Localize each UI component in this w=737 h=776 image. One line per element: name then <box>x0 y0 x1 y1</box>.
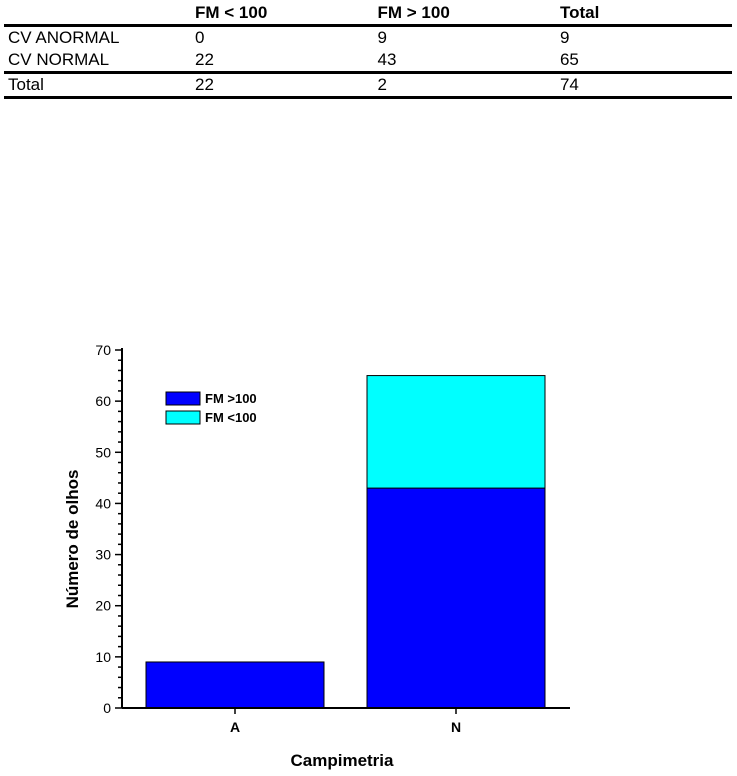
legend-label: FM >100 <box>205 391 257 406</box>
y-tick-label: 0 <box>103 700 111 716</box>
table-cell: 22 <box>191 49 374 73</box>
x-axis-title: Campimetria <box>291 751 395 770</box>
y-tick-label: 20 <box>95 598 111 614</box>
table-cell: Total <box>4 71 192 99</box>
table-cell: 9 <box>559 28 570 47</box>
y-tick-label: 60 <box>95 393 111 409</box>
table-header-cell: FM < 100 <box>191 2 374 27</box>
stacked-bar-chart: 0 10 20 30 40 50 60 70 A N FM >100 FM <100 Número … <box>63 342 570 770</box>
axes-group: 0 10 20 30 40 50 60 70 A N <box>95 342 570 735</box>
legend: FM >100 FM <100 <box>165 391 257 425</box>
table-row: CV NORMAL 22 43 65 <box>4 49 732 73</box>
legend-label: FM <100 <box>205 410 257 425</box>
table-total-row: Total 22 2 74 <box>4 71 732 99</box>
table-cell: CV ANORMAL <box>8 28 120 47</box>
x-tick-label: N <box>451 719 461 735</box>
table-cell: 0 <box>195 28 205 47</box>
table-cell: 9 <box>377 28 387 47</box>
bar-n-series-0 <box>366 487 546 709</box>
y-tick-label: 40 <box>95 495 111 511</box>
y-tick-label: 70 <box>95 342 111 358</box>
table-cell: CV NORMAL <box>4 49 192 73</box>
legend-swatch <box>165 410 201 425</box>
table-header-cell <box>4 2 192 27</box>
table-header-row: FM < 100 FM > 100 Total <box>4 2 732 27</box>
y-tick-label: 50 <box>95 444 111 460</box>
table-header-cell: Total <box>555 2 732 27</box>
table-cell: 43 <box>373 49 556 73</box>
table-row: CV ANORMAL 0 9 9 <box>4 26 732 50</box>
y-tick-label: 30 <box>95 547 111 563</box>
table-cell: 22 <box>191 71 374 99</box>
x-tick-label: A <box>230 719 240 735</box>
bar-a-series-0 <box>145 661 325 709</box>
y-axis-title: Número de olhos <box>63 470 82 609</box>
table-cell: 74 <box>555 71 732 99</box>
y-tick-label: 10 <box>95 649 111 665</box>
table-header-cell: FM > 100 <box>373 2 556 27</box>
table-cell: 65 <box>555 49 732 73</box>
legend-swatch <box>165 391 201 406</box>
table-cell: 2 <box>373 71 556 99</box>
bar-n-series-1 <box>366 375 546 489</box>
data-table: FM < 100 FM > 100 Total CV ANORMAL 0 9 9… <box>4 2 732 99</box>
bars-group <box>145 375 546 709</box>
